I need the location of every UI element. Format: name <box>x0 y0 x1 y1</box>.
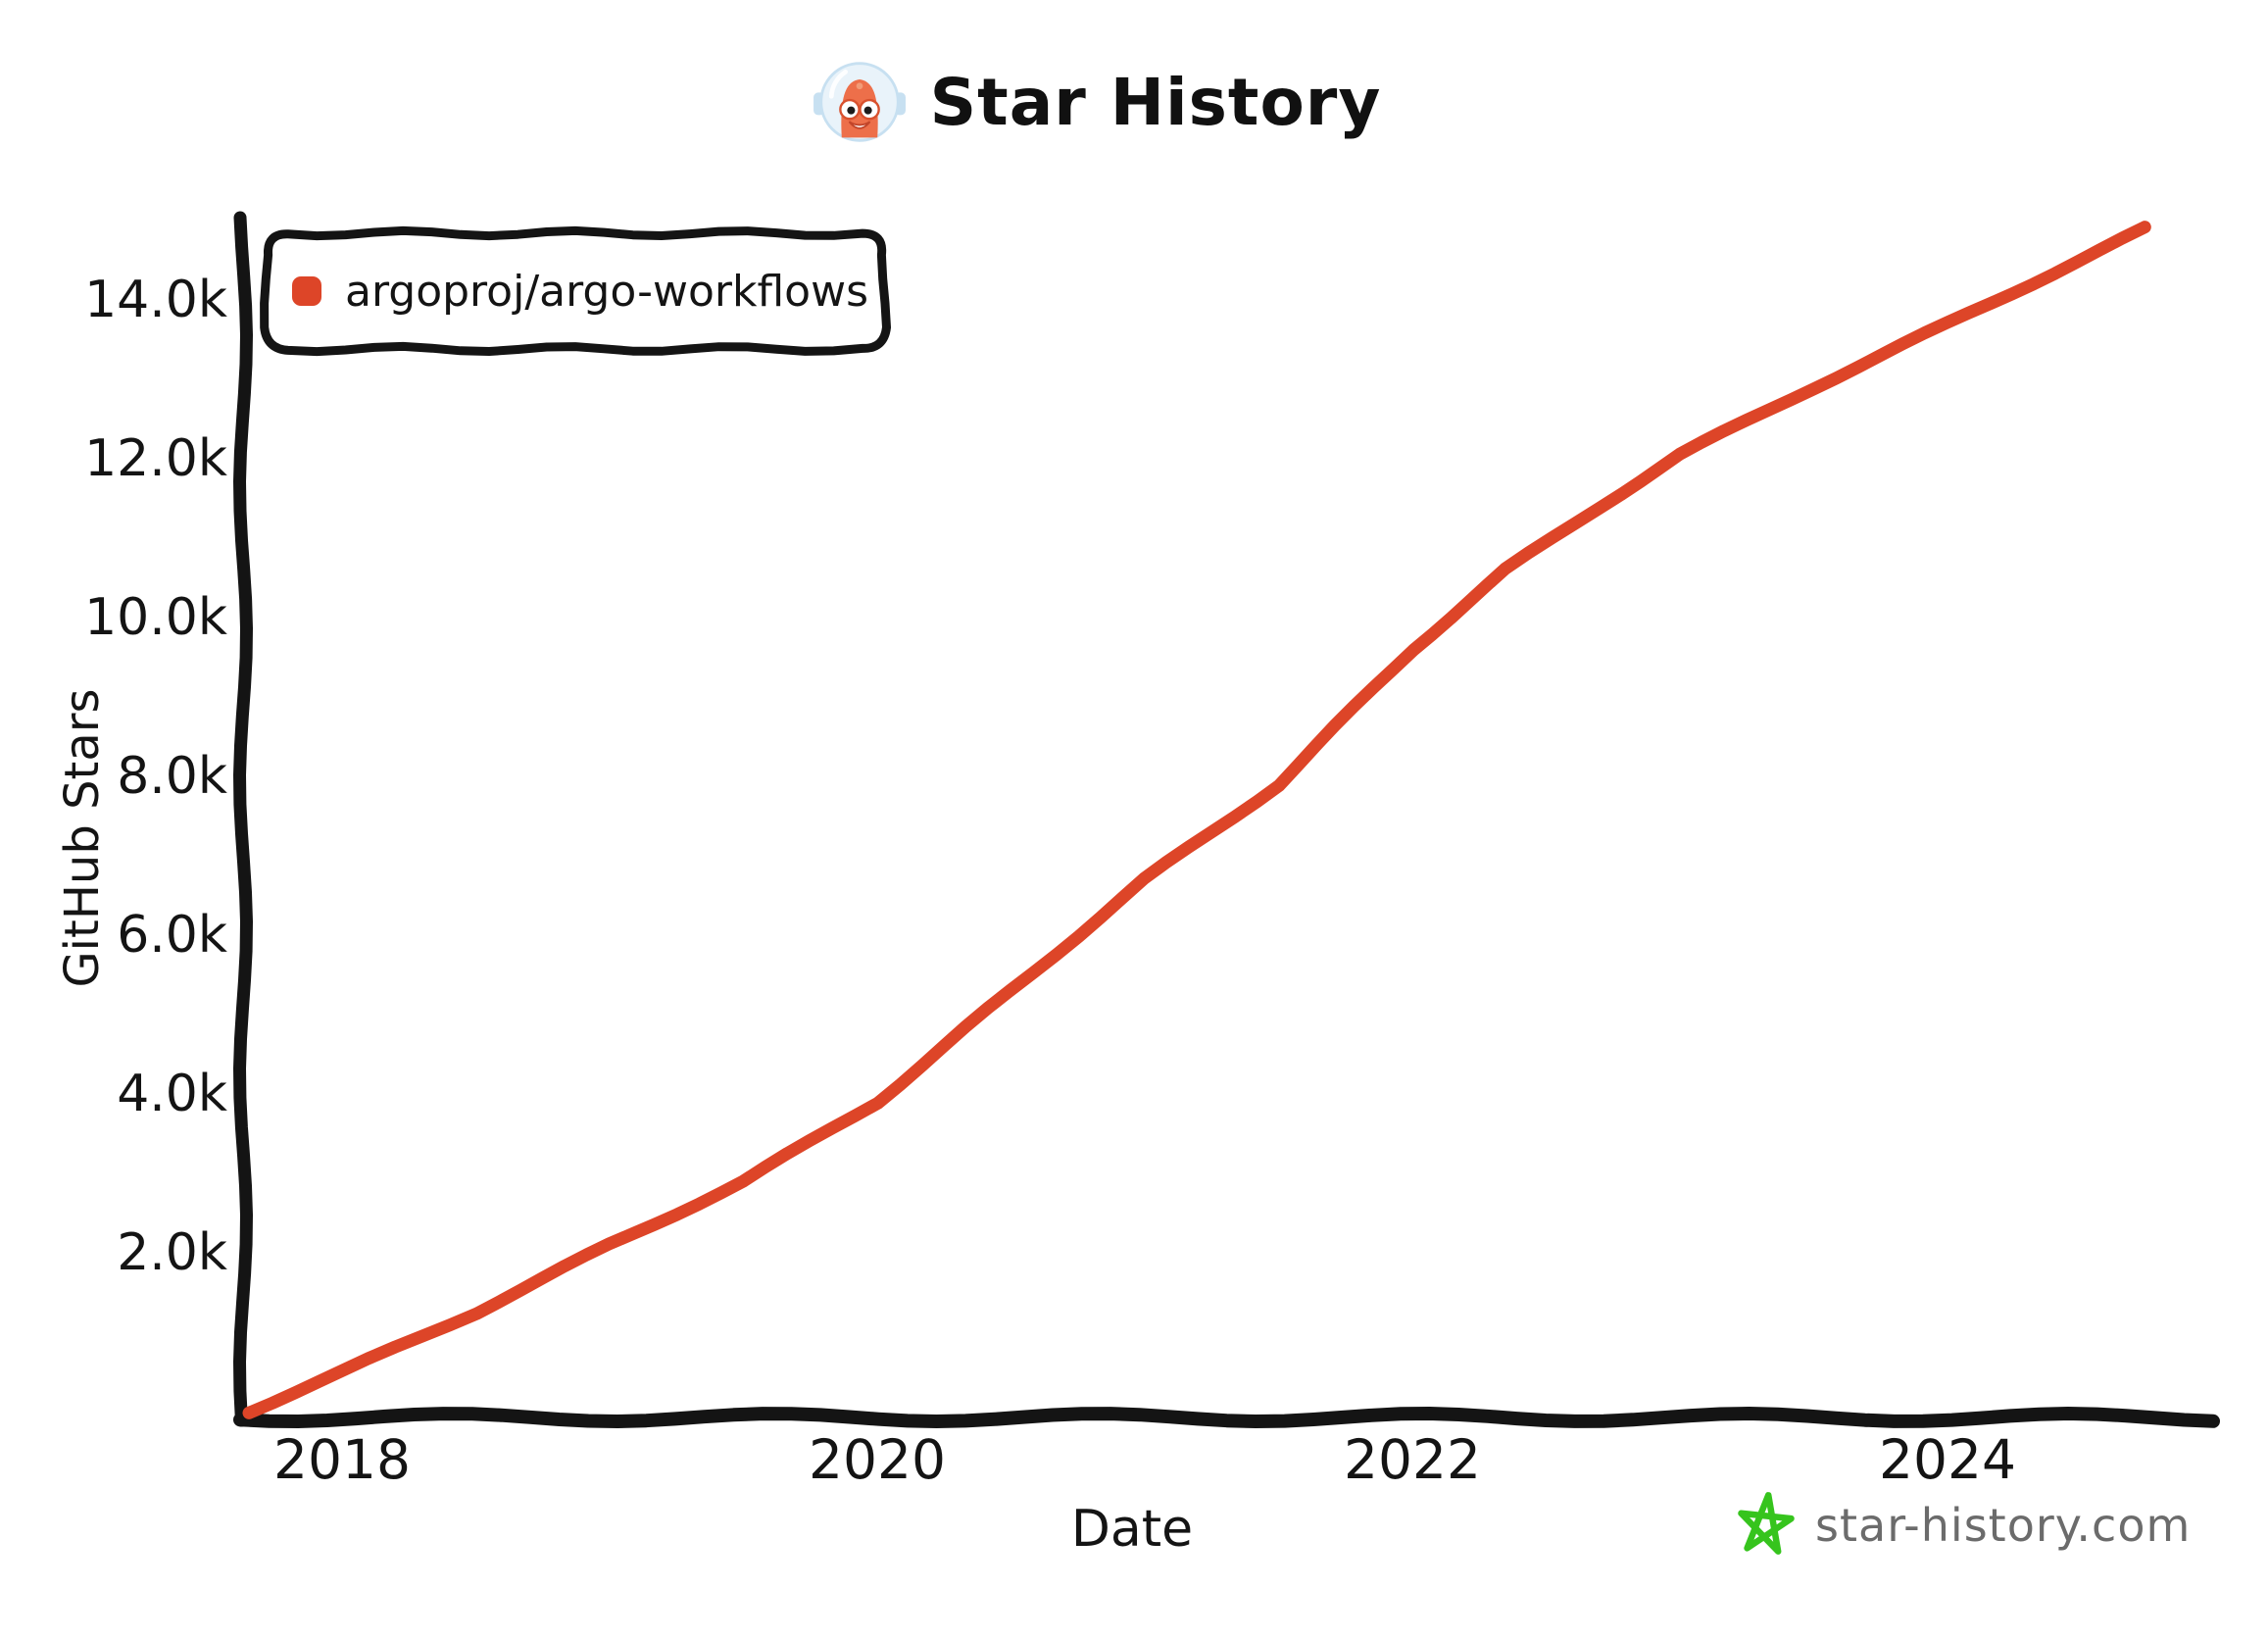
x-axis-title: Date <box>1070 1500 1194 1559</box>
x-tick-label: 2024 <box>1879 1428 2016 1491</box>
y-axis-line <box>233 211 253 1427</box>
series-line-argoproj-argo-workflows <box>242 221 2151 1419</box>
y-tick-label: 12.0k <box>84 429 227 488</box>
legend-series-swatch-icon <box>292 276 321 306</box>
y-tick-label: 4.0k <box>117 1065 227 1123</box>
y-tick-label: 6.0k <box>117 906 227 965</box>
x-axis-line <box>233 1407 2220 1428</box>
legend[interactable]: argoproj/argo-workflows <box>267 233 884 349</box>
y-tick-label: 8.0k <box>117 747 227 806</box>
x-tick-label: 2020 <box>809 1428 946 1491</box>
chart-header-inner: Star History <box>813 57 1382 147</box>
y-tick-label: 14.0k <box>84 271 227 329</box>
legend-box-border <box>260 225 891 357</box>
star-history-logo-icon <box>813 62 906 142</box>
watermark[interactable]: star-history.com <box>1737 1491 2192 1559</box>
chart-header: Star History <box>0 57 2268 147</box>
chart-title: Star History <box>929 64 1382 140</box>
y-tick-label: 2.0k <box>117 1223 227 1282</box>
watermark-text: star-history.com <box>1815 1499 2192 1552</box>
legend-series-label: argoproj/argo-workflows <box>345 266 868 317</box>
x-tick-label: 2022 <box>1344 1428 1481 1491</box>
y-tick-label: 10.0k <box>84 588 227 647</box>
green-star-icon <box>1738 1491 1795 1555</box>
x-tick-label: 2018 <box>273 1428 411 1491</box>
